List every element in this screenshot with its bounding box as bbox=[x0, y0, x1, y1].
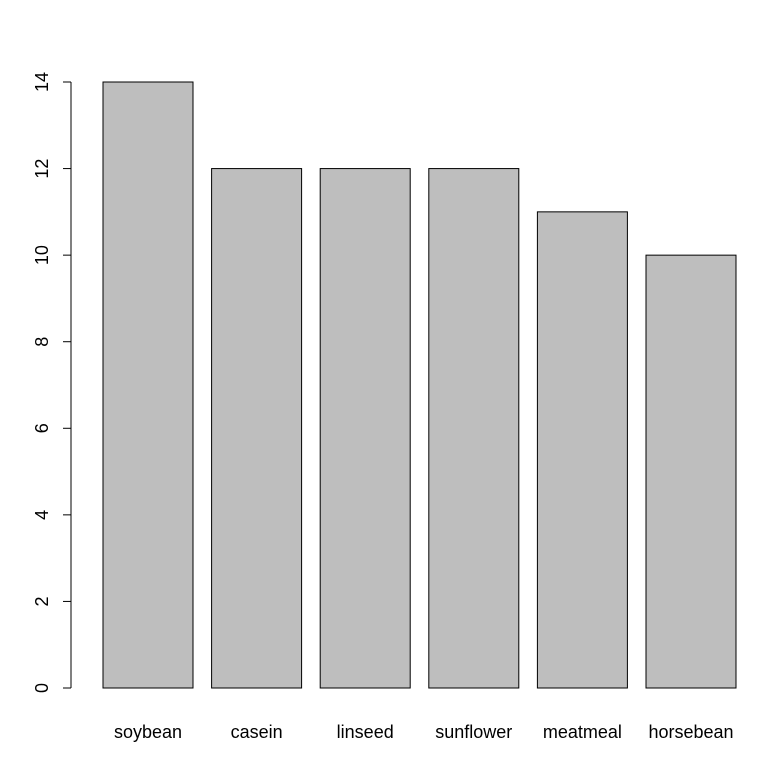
y-tick-label: 10 bbox=[32, 245, 52, 265]
category-label-soybean: soybean bbox=[114, 722, 182, 742]
y-tick-label: 8 bbox=[32, 337, 52, 347]
category-labels: soybean casein linseed sunflower meatmeal hor… bbox=[114, 722, 734, 742]
bar-sunflower bbox=[428, 168, 520, 689]
bar-meatmeal bbox=[536, 211, 628, 689]
category-label-sunflower: sunflower bbox=[435, 722, 512, 742]
category-label-casein: casein bbox=[231, 722, 283, 742]
y-tick-label: 12 bbox=[32, 159, 52, 179]
category-label-linseed: linseed bbox=[337, 722, 394, 742]
y-tick-label: 2 bbox=[32, 596, 52, 606]
category-label-horsebean: horsebean bbox=[648, 722, 733, 742]
y-tick-label: 14 bbox=[32, 72, 52, 92]
y-ticks: 0 2 4 6 8 10 12 14 bbox=[32, 72, 71, 693]
bar-casein bbox=[211, 168, 303, 689]
bar-soybean bbox=[102, 81, 194, 689]
y-tick-label: 6 bbox=[32, 423, 52, 433]
bars bbox=[102, 81, 737, 689]
y-axis: 0 2 4 6 8 10 12 14 bbox=[32, 72, 72, 693]
bar-horsebean bbox=[645, 254, 737, 689]
category-label-meatmeal: meatmeal bbox=[543, 722, 622, 742]
y-tick-label: 0 bbox=[32, 683, 52, 693]
y-tick-label: 4 bbox=[32, 510, 52, 520]
bar-linseed bbox=[319, 168, 411, 689]
